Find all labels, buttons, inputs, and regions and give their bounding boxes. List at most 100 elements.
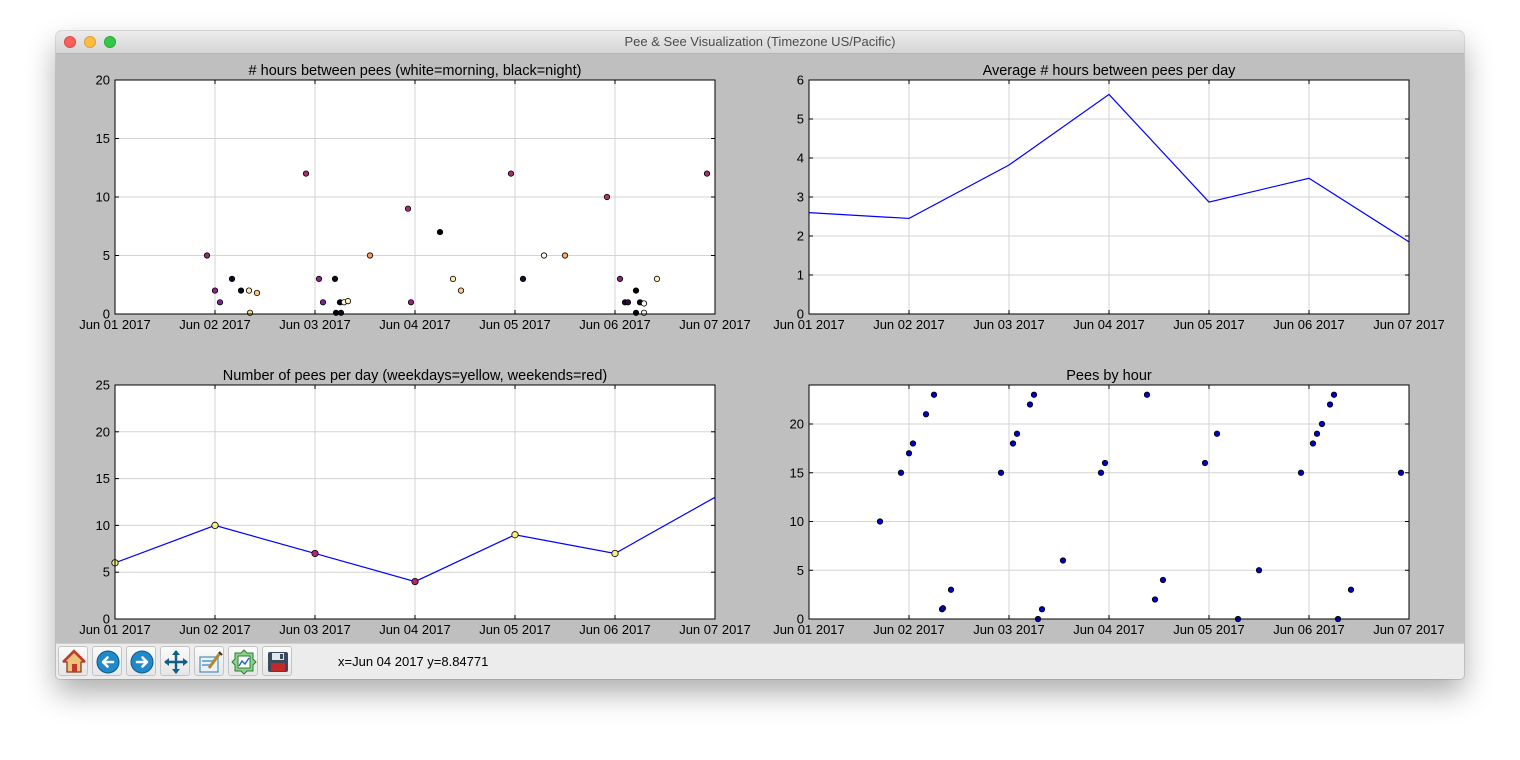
y-tick-label: 10: [96, 518, 110, 533]
floppy-disk-icon: [268, 652, 288, 672]
data-point: [245, 287, 253, 294]
app-window: Pee & See Visualization (Timezone US/Pac…: [56, 31, 1464, 679]
chart-title: Number of pees per day (weekdays=yellow,…: [223, 368, 607, 384]
data-point: [332, 309, 340, 316]
chart-1: Jun 01 2017 Jun 02 2017 Jun 03 2017 Jun 04 …: [79, 63, 751, 332]
data-point: [253, 289, 261, 297]
x-tick-label: Jun 07 2017: [1373, 622, 1445, 637]
y-tick-label: 1: [797, 268, 804, 283]
x-tick-label: Jun 07 2017: [1373, 317, 1445, 332]
data-point: [876, 518, 884, 525]
x-tick-label: Jun 05 2017: [1173, 622, 1245, 637]
data-point: [1143, 391, 1151, 398]
data-point: [997, 469, 1005, 476]
data-point: [640, 309, 648, 316]
data-point: [632, 287, 640, 294]
back-button[interactable]: [92, 646, 122, 676]
data-point: [519, 275, 527, 282]
close-button[interactable]: [64, 36, 76, 48]
x-tick-label: Jun 04 2017: [379, 317, 451, 332]
data-point: [1213, 430, 1221, 437]
data-point: [411, 577, 419, 586]
data-point: [449, 275, 457, 282]
minimize-button[interactable]: [84, 36, 96, 48]
data-point: [939, 605, 947, 612]
chart-title: Pees by hour: [1066, 368, 1152, 384]
x-tick-label: Jun 03 2017: [973, 622, 1045, 637]
data-point: [507, 170, 515, 177]
data-point: [436, 229, 444, 236]
x-tick-label: Jun 02 2017: [873, 317, 945, 332]
series-line: [808, 93, 1410, 243]
navigation-toolbar: x=Jun 04 2017 y=8.84771: [56, 643, 1464, 679]
data-point: [1026, 401, 1034, 408]
x-tick-label: Jun 04 2017: [379, 622, 451, 637]
y-tick-label: 5: [103, 248, 110, 263]
subplots-button[interactable]: [228, 646, 258, 676]
configure-subplots-icon: [231, 649, 257, 675]
y-tick-label: 2: [797, 229, 804, 244]
data-point: [1151, 596, 1159, 603]
data-point: [540, 252, 548, 259]
x-tick-label: Jun 06 2017: [1273, 317, 1345, 332]
data-point: [611, 549, 619, 558]
data-point: [640, 300, 648, 307]
data-point: [407, 299, 415, 306]
y-tick-label: 0: [103, 612, 110, 627]
x-tick-label: Jun 01 2017: [79, 622, 151, 637]
chart-title: Average # hours between pees per day: [983, 63, 1237, 79]
data-point: [922, 411, 930, 418]
y-tick-label: 15: [790, 465, 804, 480]
data-point: [1318, 420, 1326, 428]
home-icon: [62, 649, 86, 673]
data-point: [203, 252, 211, 259]
data-point: [909, 440, 917, 447]
data-point: [897, 469, 905, 476]
x-tick-label: Jun 01 2017: [773, 622, 845, 637]
zoom-button-tool[interactable]: [194, 646, 224, 676]
data-point: [1397, 469, 1405, 476]
data-point: [1201, 459, 1209, 467]
y-tick-label: 0: [103, 307, 110, 322]
chart-title: # hours between pees (white=morning, bla…: [249, 63, 582, 79]
x-tick-label: Jun 05 2017: [1173, 317, 1245, 332]
forward-button[interactable]: [126, 646, 156, 676]
save-button[interactable]: [262, 646, 292, 676]
data-point: [337, 309, 345, 316]
data-point: [624, 299, 632, 306]
y-tick-label: 5: [797, 112, 804, 127]
y-tick-label: 0: [797, 307, 804, 322]
data-point: [311, 549, 319, 558]
data-point: [1255, 567, 1263, 574]
data-point: [1030, 391, 1038, 398]
data-point: [1330, 391, 1338, 398]
data-point: [211, 521, 219, 529]
data-point: [1059, 557, 1067, 564]
y-tick-label: 10: [790, 514, 804, 529]
data-point: [1313, 430, 1321, 437]
zoom-button[interactable]: [104, 36, 116, 48]
x-tick-label: Jun 01 2017: [773, 317, 845, 332]
data-point: [366, 252, 374, 259]
figure-canvas[interactable]: Jun 01 2017 Jun 02 2017 Jun 03 2017 Jun 04 …: [56, 54, 1464, 643]
data-point: [211, 287, 219, 294]
window-title: Pee & See Visualization (Timezone US/Pac…: [624, 34, 896, 49]
data-point: [1038, 606, 1046, 613]
x-tick-label: Jun 03 2017: [279, 317, 351, 332]
home-button[interactable]: [58, 646, 88, 676]
x-tick-label: Jun 02 2017: [179, 622, 251, 637]
title-bar: Pee & See Visualization (Timezone US/Pac…: [56, 31, 1464, 54]
data-point: [603, 193, 611, 201]
y-tick-label: 15: [96, 471, 110, 486]
x-tick-label: Jun 06 2017: [579, 317, 651, 332]
y-tick-label: 20: [790, 417, 804, 432]
data-point: [344, 298, 352, 305]
y-tick-label: 25: [96, 378, 110, 393]
pan-button[interactable]: [160, 646, 190, 676]
data-point: [632, 309, 640, 316]
data-point: [905, 450, 913, 457]
data-point: [1347, 586, 1355, 593]
pan-arrows-icon: [164, 650, 188, 674]
data-point: [319, 299, 327, 306]
x-tick-label: Jun 04 2017: [1073, 317, 1145, 332]
